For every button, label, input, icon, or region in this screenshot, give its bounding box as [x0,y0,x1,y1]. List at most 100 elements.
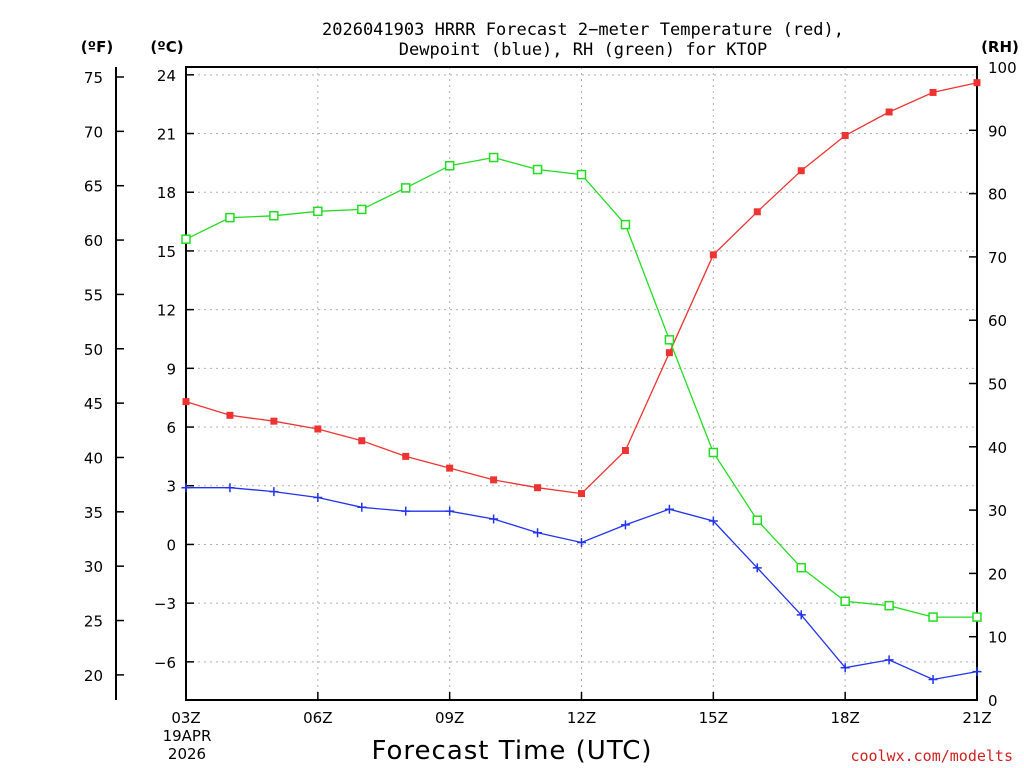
celsius-tick-label: 21 [157,126,176,144]
chart-title: 2026041903 HRRR Forecast 2−meter Tempera… [322,20,844,60]
plot-frame [185,66,978,701]
x-date-day-label: 19APR [163,727,212,745]
rh-tick-label: 80 [988,186,1007,204]
dewpoint-point [313,492,323,502]
fahrenheit-tick-label: 40 [84,449,103,467]
credit-text: coolwx.com/modelts [850,747,1013,765]
celsius-tick-label: 15 [157,243,176,261]
rh-unit-label: (RH) [981,38,1019,56]
temperature-point [446,464,454,472]
x-tick-label: 09Z [435,709,464,727]
dewpoint-point [664,504,674,514]
relative-humidity-point [269,211,279,221]
temperature-point [797,167,805,175]
dewpoint-point [708,516,718,526]
rh-tick-label: 20 [988,565,1007,583]
x-axis-label: Forecast Time (UTC) [371,736,652,766]
temperature-point [709,251,717,259]
data-series [181,79,982,684]
dewpoint-point [225,483,235,493]
tick-labels: 75706560555045403530252024211815129630−3… [84,59,1017,727]
celsius-tick-label: 18 [157,184,176,202]
fahrenheit-tick-label: 35 [84,504,103,522]
dewpoint-series [181,483,982,684]
temperature-point [753,208,761,216]
celsius-tick-label: 12 [157,302,176,320]
fahrenheit-tick-label: 70 [84,123,103,141]
dewpoint-point [796,610,806,620]
dewpoint-point [489,514,499,524]
relative-humidity-point [181,234,191,244]
dewpoint-point [972,667,982,677]
dewpoint-point [401,506,411,516]
x-tick-label: 18Z [830,709,859,727]
relative-humidity-point [357,204,367,215]
x-tick-label: 12Z [567,709,596,727]
temperature-point [534,484,542,492]
relative-humidity-point [576,169,587,180]
temperature-point [358,437,366,445]
temperature-point [929,88,937,96]
relative-humidity-point [225,212,235,223]
fahrenheit-tick-label: 65 [84,178,103,196]
temperature-point [841,131,849,139]
temperature-point [270,417,278,425]
gridlines [185,67,978,700]
relative-humidity-point [752,515,763,525]
temperature-point [182,398,190,406]
dewpoint-point [840,663,850,673]
dewpoint-point [884,655,894,665]
x-tick-label: 06Z [303,709,332,727]
temperature-point [885,108,893,116]
temperature-line [185,82,978,495]
temperature-point [578,490,585,498]
fahrenheit-tick-label: 50 [84,341,103,359]
x-tick-label: 21Z [962,709,991,727]
rh-tick-label: 70 [988,249,1007,267]
rh-tick-label: 30 [988,502,1007,520]
fahrenheit-tick-label: 30 [84,558,103,576]
temperature-point [490,476,498,484]
fahrenheit-tick-label: 45 [84,395,103,413]
relative-humidity-series [181,152,982,622]
relative-humidity-point [928,612,938,622]
temperature-series [182,79,981,498]
rh-tick-label: 60 [988,312,1007,330]
temperature-point [973,79,981,87]
x-tick-label: 15Z [699,709,728,727]
relative-humidity-point [400,183,411,193]
dewpoint-point [357,502,367,512]
relative-humidity-point [488,152,499,163]
temperature-point [665,349,673,357]
fahrenheit-tick-label: 75 [84,69,103,87]
fahrenheit-tick-label: 55 [84,286,103,304]
celsius-unit-label: (ºC) [150,38,183,56]
relative-humidity-point [620,219,631,230]
dewpoint-point [445,506,455,516]
dewpoint-point [752,563,762,573]
rh-tick-label: 90 [988,122,1007,140]
fahrenheit-tick-label: 20 [84,667,103,685]
rh-tick-label: 0 [988,692,998,710]
celsius-tick-label: 0 [166,536,176,554]
celsius-tick-label: −6 [154,654,176,672]
rh-tick-label: 40 [988,439,1007,457]
x-tick-label: 03Z [171,709,200,727]
dewpoint-point [928,674,938,684]
dewpoint-point [577,537,586,547]
celsius-tick-label: 24 [157,67,176,85]
relative-humidity-point [532,164,543,175]
relative-humidity-point [664,335,675,345]
dewpoint-point [620,520,630,530]
fahrenheit-unit-label: (ºF) [81,38,113,56]
x-date-year-label: 2026 [168,745,206,763]
relative-humidity-point [313,206,323,217]
relative-humidity-point [884,600,894,611]
temperature-point [314,425,322,433]
dewpoint-point [181,483,191,493]
fahrenheit-tick-label: 25 [84,613,103,631]
rh-tick-label: 100 [988,59,1017,77]
axes [115,66,978,701]
celsius-tick-label: 6 [166,419,176,437]
